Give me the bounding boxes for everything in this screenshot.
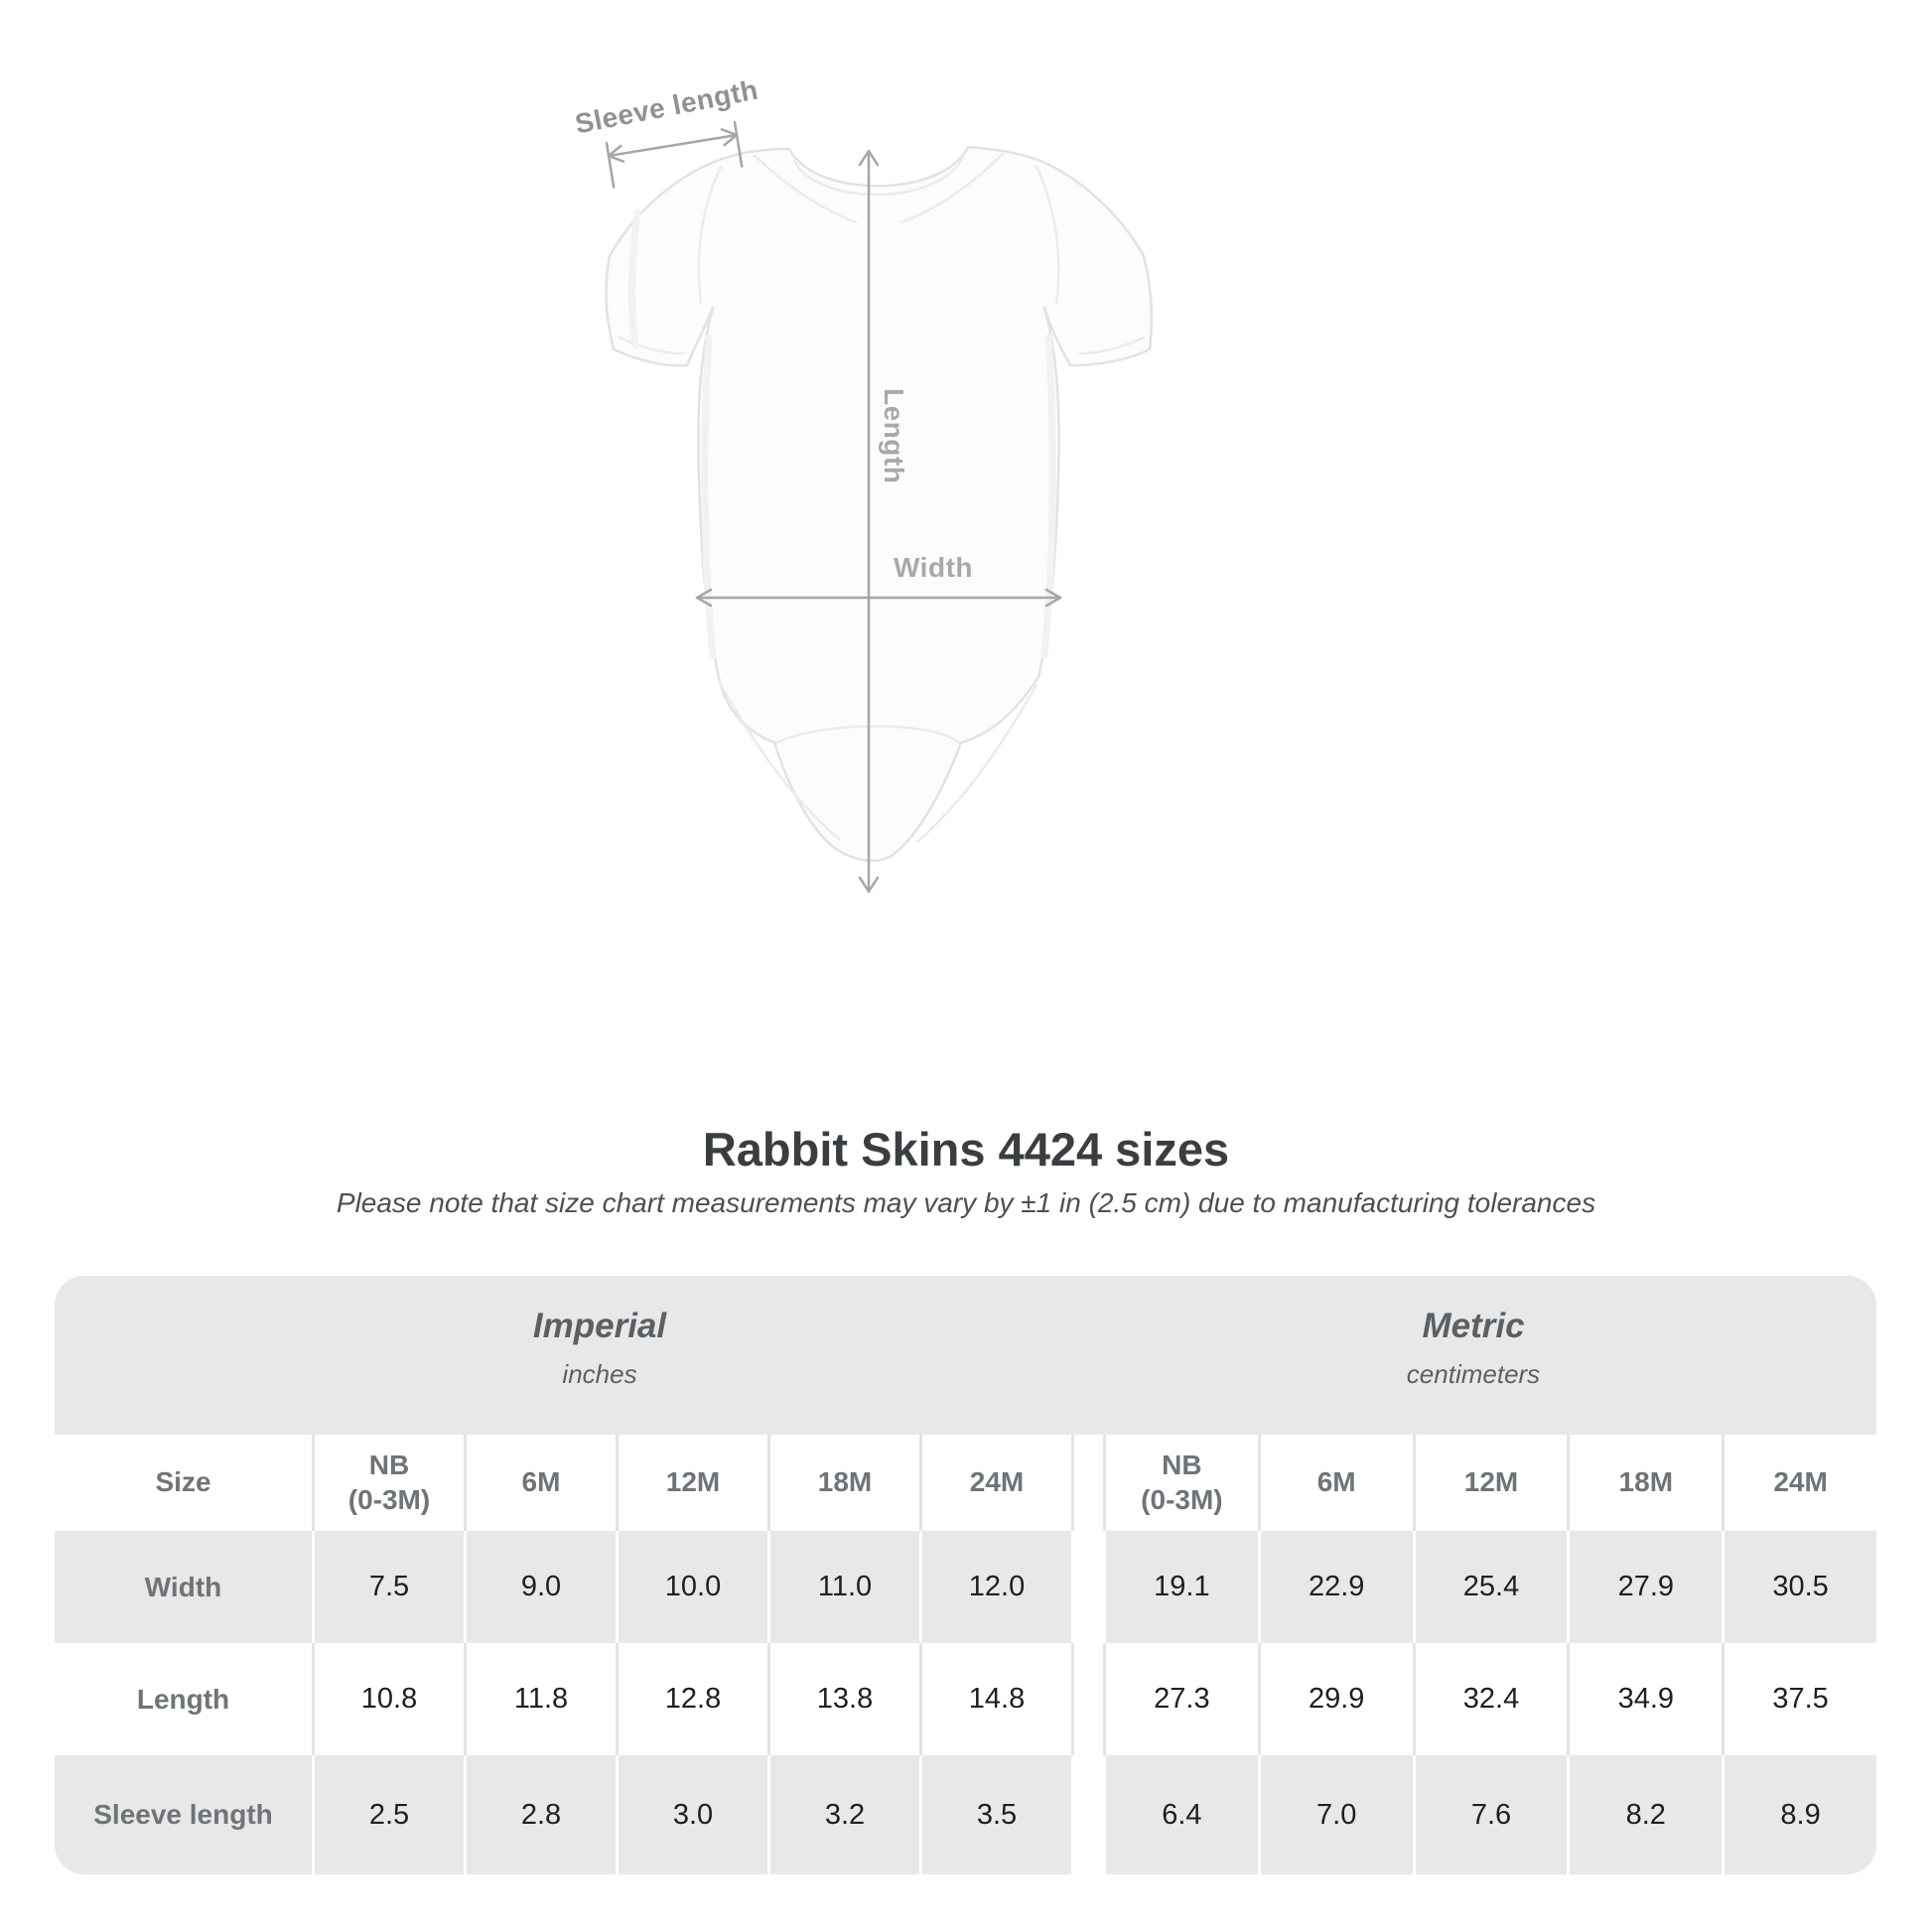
column-header: 12M — [1412, 1435, 1568, 1531]
imperial-label: Imperial — [532, 1307, 667, 1345]
measurement-arrows — [605, 120, 1062, 894]
metric-label: Metric — [1422, 1307, 1525, 1345]
size-column-header: Size — [155, 1466, 211, 1498]
page-title: Rabbit Skins 4424 sizes — [702, 1123, 1230, 1175]
table-cell: 22.9 — [1257, 1531, 1413, 1643]
length-arrow — [858, 149, 880, 894]
table-cell: 2.8 — [464, 1755, 616, 1874]
row-label: Sleeve length — [55, 1755, 312, 1874]
table-cell: 3.2 — [767, 1755, 919, 1874]
table-cell: 3.0 — [616, 1755, 767, 1874]
table-cell: 8.2 — [1567, 1755, 1723, 1874]
table-row-length: Length 10.8 11.8 12.8 13.8 14.8 27.3 29.… — [55, 1643, 1876, 1755]
column-header: 6M — [1257, 1435, 1413, 1531]
table-cell: 30.5 — [1722, 1531, 1876, 1643]
table-row-width: Width 7.5 9.0 10.0 11.0 12.0 19.1 22.9 2… — [55, 1531, 1876, 1643]
section-divider — [1071, 1531, 1103, 1643]
table-cell: 19.1 — [1103, 1531, 1258, 1643]
table-header-row: Size NB (0-3M) 6M 12M 18M 24M NB (0-3M) … — [55, 1435, 1876, 1531]
table-cell: 10.0 — [616, 1531, 767, 1643]
width-arrow — [695, 588, 1062, 608]
length-label: Length — [879, 388, 909, 484]
table-row-sleeve-length: Sleeve length 2.5 2.8 3.0 3.2 3.5 6.4 7.… — [55, 1755, 1876, 1874]
column-header: 18M — [767, 1435, 919, 1531]
table-cell: 32.4 — [1412, 1643, 1568, 1755]
table-cell: 34.9 — [1567, 1643, 1722, 1755]
onesie-diagram — [605, 120, 1154, 894]
table-cell: 7.0 — [1257, 1755, 1413, 1874]
units-band: Imperial inches Metric centimeters — [55, 1276, 1876, 1435]
column-header: 24M — [919, 1435, 1071, 1531]
column-header: 6M — [464, 1435, 616, 1531]
table-cell: 29.9 — [1257, 1643, 1413, 1755]
onesie-illustration — [605, 145, 1154, 863]
table-cell: 8.9 — [1722, 1755, 1876, 1874]
section-divider — [1071, 1643, 1103, 1755]
table-cell: 10.8 — [312, 1643, 464, 1755]
section-divider — [1071, 1755, 1103, 1874]
table-cell: 27.9 — [1567, 1531, 1723, 1643]
row-label: Length — [136, 1683, 230, 1715]
sleeve-length-arrow — [605, 120, 744, 189]
table-cell: 9.0 — [464, 1531, 616, 1643]
table-cell: 2.5 — [312, 1755, 464, 1874]
table-cell: 13.8 — [767, 1643, 919, 1755]
table-cell: 25.4 — [1412, 1531, 1568, 1643]
table-cell: 12.8 — [616, 1643, 767, 1755]
table-cell: 11.0 — [767, 1531, 919, 1643]
table-cell: 7.6 — [1412, 1755, 1568, 1874]
metric-unit-label: centimeters — [1406, 1359, 1541, 1389]
table-cell: 27.3 — [1103, 1643, 1258, 1755]
imperial-section-header: Imperial inches — [533, 1306, 666, 1390]
table-cell: 12.0 — [919, 1531, 1071, 1643]
table-cell: 37.5 — [1722, 1643, 1876, 1755]
column-header: 12M — [616, 1435, 767, 1531]
size-chart-table: Imperial inches Metric centimeters Size … — [55, 1276, 1876, 1874]
table-cell: 11.8 — [464, 1643, 616, 1755]
section-divider — [1071, 1435, 1103, 1531]
width-label: Width — [894, 552, 973, 583]
table-cell: 7.5 — [312, 1531, 464, 1643]
imperial-unit-label: inches — [562, 1359, 637, 1389]
table-cell: 3.5 — [919, 1755, 1071, 1874]
table-cell: 14.8 — [919, 1643, 1071, 1755]
table-cell: 6.4 — [1103, 1755, 1258, 1874]
column-header: 18M — [1567, 1435, 1722, 1531]
row-label: Width — [55, 1531, 312, 1643]
column-header: NB (0-3M) — [312, 1435, 464, 1531]
tolerance-note: Please note that size chart measurements… — [336, 1187, 1596, 1218]
column-header: NB (0-3M) — [1103, 1435, 1258, 1531]
column-header: 24M — [1722, 1435, 1876, 1531]
metric-section-header: Metric centimeters — [1407, 1306, 1540, 1390]
